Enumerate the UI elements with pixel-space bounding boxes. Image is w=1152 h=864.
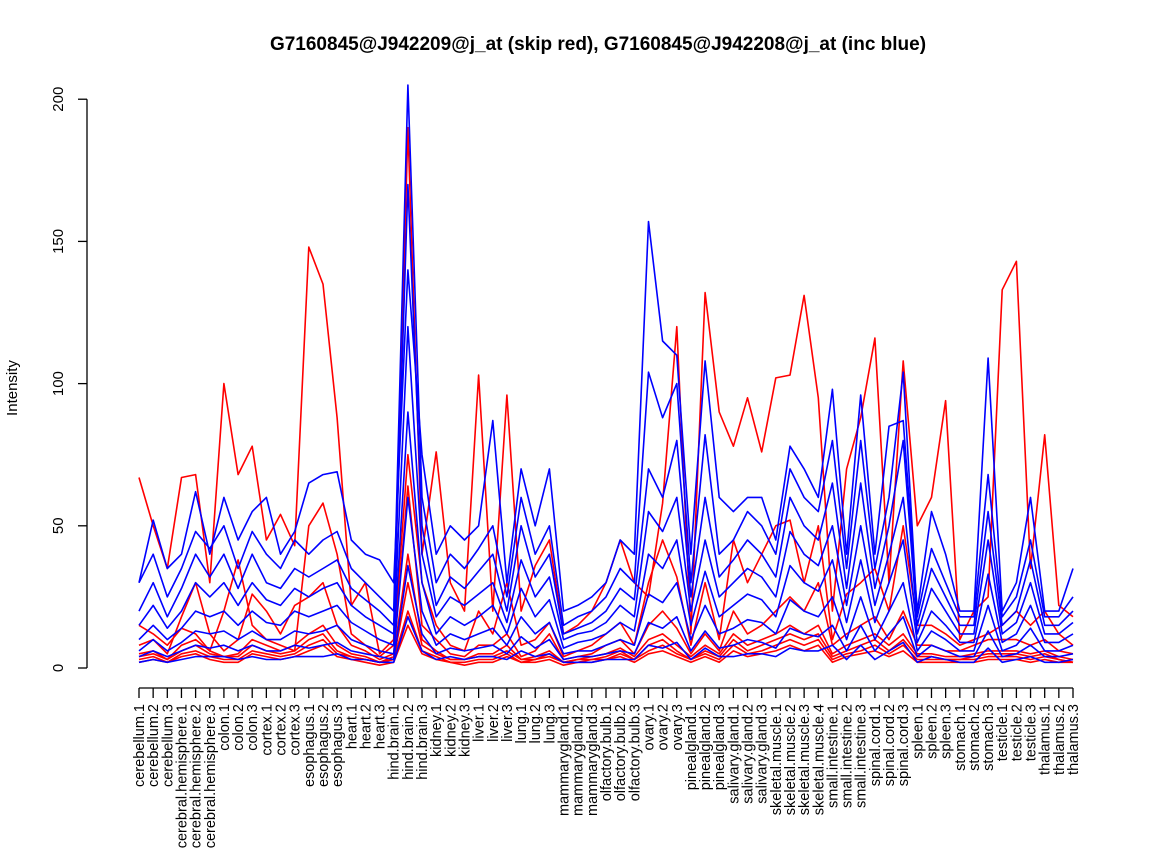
chart-title: G7160845@J942209@j_at (skip red), G71608… bbox=[270, 34, 926, 55]
x-tick-label: kidney.1 bbox=[429, 704, 445, 757]
series-line-skip-1 bbox=[138, 126, 1074, 655]
x-tick-label: hind.brain.2 bbox=[401, 704, 417, 780]
x-tick-label: cerebellum.2 bbox=[146, 704, 162, 787]
x-tick-label: testicle.2 bbox=[1009, 704, 1025, 761]
x-tick-label: thalamus.3 bbox=[1066, 704, 1082, 775]
x-tick-label: mammarygland.1 bbox=[557, 704, 573, 816]
x-tick-label: olfactory.bulb.1 bbox=[599, 704, 615, 801]
x-tick-label: spinal.cord.1 bbox=[868, 704, 884, 786]
x-tick-label: salivary.gland.1 bbox=[726, 704, 742, 804]
x-tick-label: ovary.3 bbox=[670, 704, 686, 750]
series-line-inc-11 bbox=[138, 325, 1074, 641]
x-tick-label: pinealgland.3 bbox=[712, 704, 728, 790]
x-tick-label: hind.brain.3 bbox=[415, 704, 431, 780]
x-tick-label: esophagus.3 bbox=[330, 704, 346, 787]
x-tick-label: kidney.3 bbox=[457, 704, 473, 757]
x-tick-label: cortex.3 bbox=[288, 704, 304, 756]
x-tick-label: ovary.1 bbox=[641, 704, 657, 750]
x-tick-label: spinal.cord.2 bbox=[882, 704, 898, 786]
x-tick-label: heart.1 bbox=[344, 704, 360, 749]
y-tick-label: 100 bbox=[50, 371, 67, 396]
x-tick-label: spleen.1 bbox=[910, 704, 926, 759]
x-tick-label: testicle.1 bbox=[995, 704, 1011, 761]
series-line-inc-10 bbox=[138, 183, 1074, 635]
x-tick-label: liver.2 bbox=[486, 704, 502, 742]
y-axis-label: Intensity bbox=[4, 360, 21, 416]
x-tick-label: esophagus.2 bbox=[316, 704, 332, 787]
x-tick-label: skeletal.muscle.2 bbox=[783, 704, 799, 815]
x-tick-label: pinealgland.1 bbox=[684, 704, 700, 790]
x-tick-label: colon.1 bbox=[217, 704, 233, 751]
x-tick-label: cerebellum.3 bbox=[160, 704, 176, 787]
x-tick-label: pinealgland.2 bbox=[698, 704, 714, 790]
series-line-inc-14 bbox=[138, 564, 1074, 661]
x-tick-label: hind.brain.1 bbox=[387, 704, 403, 780]
y-axis: 0 50 100 150 200 bbox=[50, 87, 88, 672]
y-tick-label: 0 bbox=[50, 664, 67, 672]
x-tick-label: cortex.1 bbox=[259, 704, 275, 756]
series-line-inc-9 bbox=[138, 84, 1074, 627]
x-tick-label: olfactory.bulb.2 bbox=[613, 704, 629, 801]
x-tick-label: lung.2 bbox=[528, 704, 544, 744]
x-tick-label: lung.1 bbox=[514, 704, 530, 744]
y-tick-label: 50 bbox=[50, 517, 67, 534]
x-tick-label: liver.3 bbox=[500, 704, 516, 742]
x-tick-label: olfactory.bulb.3 bbox=[627, 704, 643, 801]
x-tick-label: thalamus.1 bbox=[1038, 704, 1054, 775]
x-axis: cerebellum.1cerebellum.2cerebellum.3cere… bbox=[132, 687, 1082, 848]
x-tick-label: cerebral.hemisphere.3 bbox=[203, 704, 219, 848]
x-tick-label: stomach.1 bbox=[953, 704, 969, 771]
series-line-inc-12 bbox=[138, 411, 1074, 649]
x-tick-label: heart.3 bbox=[373, 704, 389, 749]
x-tick-label: kidney.2 bbox=[443, 704, 459, 757]
x-tick-label: salivary.gland.3 bbox=[755, 704, 771, 804]
x-tick-label: salivary.gland.2 bbox=[741, 704, 757, 804]
series-line-inc-13 bbox=[138, 496, 1074, 655]
x-tick-label: stomach.2 bbox=[967, 704, 983, 771]
x-tick-label: heart.2 bbox=[358, 704, 374, 749]
y-tick-label: 200 bbox=[50, 87, 67, 112]
x-tick-label: small.intestine.2 bbox=[840, 704, 856, 808]
x-tick-label: thalamus.2 bbox=[1052, 704, 1068, 775]
x-tick-label: mammarygland.2 bbox=[571, 704, 587, 816]
x-tick-label: small.intestine.1 bbox=[825, 704, 841, 808]
x-tick-label: skeletal.muscle.3 bbox=[797, 704, 813, 815]
x-tick-label: cerebral.hemisphere.2 bbox=[189, 704, 205, 848]
x-tick-label: skeletal.muscle.4 bbox=[811, 704, 827, 815]
x-tick-label: cerebellum.1 bbox=[132, 704, 148, 787]
x-tick-label: liver.1 bbox=[472, 704, 488, 742]
x-tick-label: small.intestine.3 bbox=[854, 704, 870, 808]
y-tick-label: 150 bbox=[50, 229, 67, 254]
x-tick-label: testicle.3 bbox=[1024, 704, 1040, 761]
x-tick-label: spleen.2 bbox=[924, 704, 940, 759]
x-tick-label: colon.3 bbox=[245, 704, 261, 751]
x-tick-label: mammarygland.3 bbox=[585, 704, 601, 816]
x-tick-label: colon.2 bbox=[231, 704, 247, 751]
x-tick-label: skeletal.muscle.1 bbox=[769, 704, 785, 815]
x-tick-label: spinal.cord.3 bbox=[896, 704, 912, 786]
x-tick-label: cerebral.hemisphere.1 bbox=[174, 704, 190, 848]
x-tick-label: stomach.3 bbox=[981, 704, 997, 771]
x-tick-label: lung.3 bbox=[542, 704, 558, 744]
x-tick-label: spleen.3 bbox=[939, 704, 955, 759]
x-tick-label: ovary.2 bbox=[656, 704, 672, 750]
x-tick-label: esophagus.1 bbox=[302, 704, 318, 787]
series-line-inc-15 bbox=[138, 615, 1074, 664]
series-layer bbox=[138, 84, 1074, 667]
x-tick-label: cortex.2 bbox=[274, 704, 290, 756]
